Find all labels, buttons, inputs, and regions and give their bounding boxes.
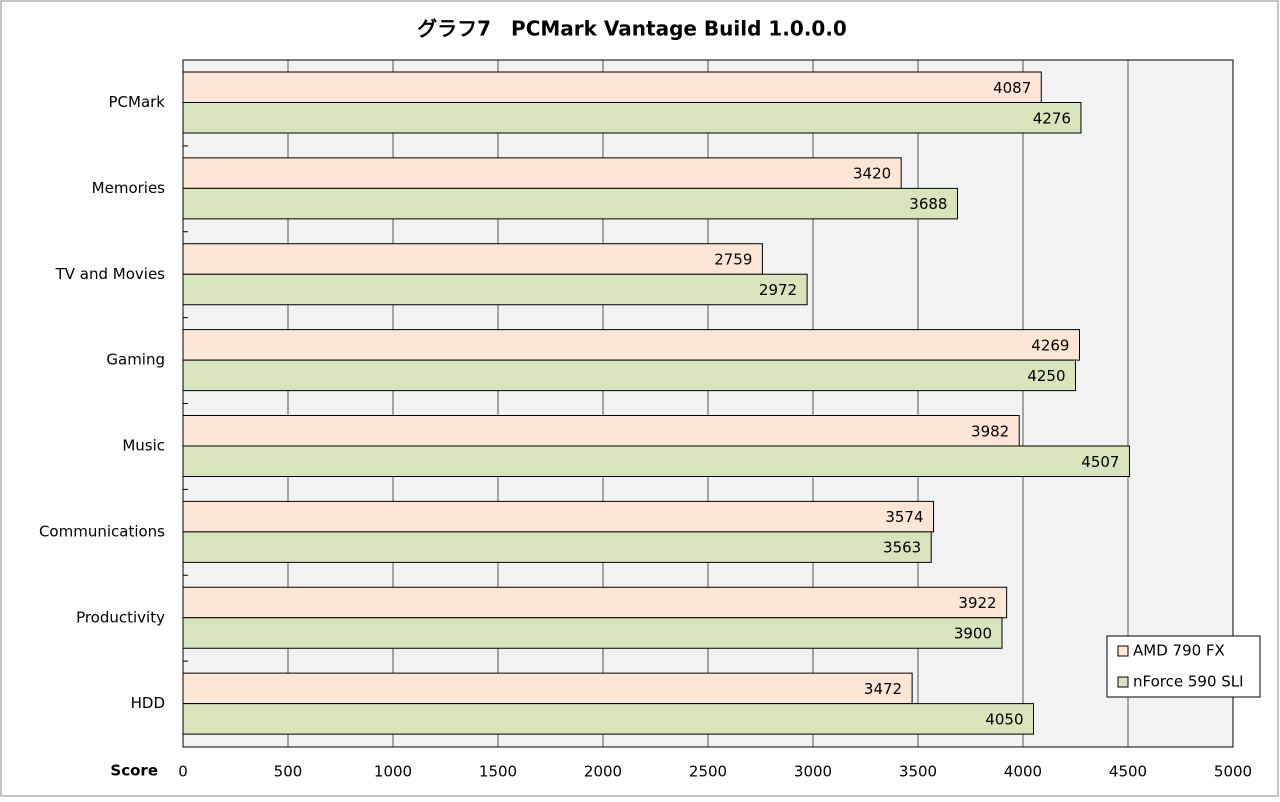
bar (182, 243, 763, 275)
bar (182, 586, 1008, 619)
x-tick-label: 4000 (1004, 763, 1042, 781)
legend-swatch (1117, 676, 1129, 688)
y-tick-label: Productivity (76, 608, 165, 626)
data-label: 4250 (1027, 367, 1065, 385)
bar (182, 157, 902, 189)
x-tick-label: 2500 (689, 763, 727, 781)
y-tick-label: Memories (92, 179, 166, 197)
bar (182, 672, 913, 705)
bar (182, 531, 932, 563)
data-label: 3900 (954, 625, 992, 643)
legend-label: AMD 790 FX (1133, 642, 1225, 660)
legend-swatch (1117, 645, 1129, 657)
y-tick-label: Communications (39, 522, 165, 540)
data-label: 3472 (864, 680, 902, 698)
x-tick-label: 4500 (1109, 763, 1147, 781)
bar (182, 703, 1034, 735)
bar (182, 617, 1003, 649)
data-label: 3922 (958, 594, 996, 612)
bar (182, 500, 935, 533)
y-tick-label: TV and Movies (55, 265, 166, 283)
chart-title: グラフ7 PCMark Vantage Build 1.0.0.0 (417, 17, 847, 41)
x-tick-label: 1000 (374, 763, 412, 781)
bar (182, 273, 808, 306)
data-label: 4507 (1081, 453, 1119, 471)
data-label: 3574 (885, 508, 923, 526)
x-tick-label: 500 (274, 763, 303, 781)
legend-label: nForce 590 SLI (1133, 673, 1244, 691)
legend-box (1106, 635, 1261, 698)
x-tick-label: 2000 (584, 763, 622, 781)
bar (182, 71, 1042, 103)
data-label: 4050 (985, 710, 1023, 728)
bar (182, 329, 1080, 361)
x-tick-label: 5000 (1214, 763, 1252, 781)
data-label: 3420 (853, 165, 891, 183)
data-label: 4276 (1033, 109, 1071, 127)
data-label: 3982 (971, 422, 1009, 440)
x-tick-label: 3500 (899, 763, 937, 781)
data-label: 2972 (759, 281, 797, 299)
y-tick-label: HDD (131, 694, 165, 712)
bar (182, 359, 1076, 392)
y-tick-label: Gaming (106, 351, 165, 369)
y-tick-label: PCMark (108, 93, 165, 111)
x-tick-label: 3000 (794, 763, 832, 781)
data-label: 3688 (909, 195, 947, 213)
data-label: 4087 (993, 79, 1031, 97)
bar (182, 415, 1020, 447)
bar (182, 102, 1082, 134)
bar (182, 445, 1130, 477)
data-label: 3563 (883, 539, 921, 557)
data-label: 2759 (714, 251, 752, 269)
x-tick-label: 1500 (479, 763, 517, 781)
y-tick-label: Music (122, 437, 165, 455)
data-label: 4269 (1031, 336, 1069, 354)
x-tick-label: 0 (178, 763, 188, 781)
x-axis-label: Score (110, 762, 158, 780)
bar (182, 187, 958, 220)
